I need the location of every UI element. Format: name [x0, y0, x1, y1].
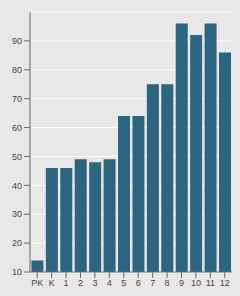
- svg-text:K: K: [49, 278, 55, 288]
- svg-text:8: 8: [165, 278, 170, 288]
- svg-text:6: 6: [136, 278, 141, 288]
- svg-text:11: 11: [206, 278, 215, 288]
- svg-text:12: 12: [220, 278, 230, 288]
- svg-text:80: 80: [12, 65, 22, 75]
- svg-text:9: 9: [179, 278, 184, 288]
- svg-text:50: 50: [12, 152, 22, 162]
- svg-text:90: 90: [12, 36, 22, 46]
- svg-text:10: 10: [191, 278, 201, 288]
- svg-text:2: 2: [78, 278, 83, 288]
- svg-text:7: 7: [150, 278, 155, 288]
- svg-text:70: 70: [12, 94, 22, 104]
- svg-text:1: 1: [64, 278, 69, 288]
- svg-text:40: 40: [12, 181, 22, 191]
- svg-text:5: 5: [121, 278, 126, 288]
- svg-text:30: 30: [12, 209, 22, 219]
- svg-text:20: 20: [12, 238, 22, 248]
- svg-text:10: 10: [12, 267, 22, 277]
- svg-text:3: 3: [92, 278, 97, 288]
- svg-text:4: 4: [107, 278, 112, 288]
- svg-text:60: 60: [12, 123, 22, 133]
- svg-text:PK: PK: [31, 278, 43, 288]
